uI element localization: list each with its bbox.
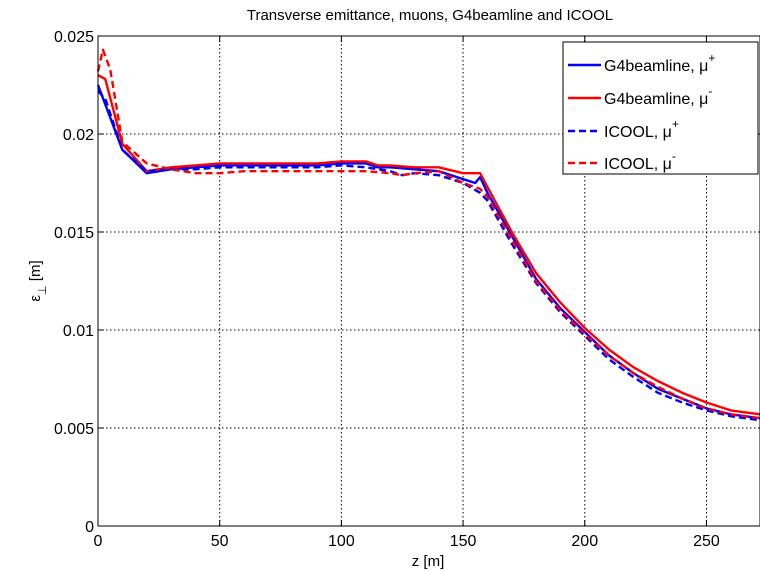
legend-label-2: G4beamline, μ- — [604, 84, 712, 108]
legend-label-1: G4beamline, μ+ — [604, 51, 715, 75]
x-tick-label: 50 — [211, 533, 229, 550]
y-tick-label: 0.025 — [54, 29, 94, 46]
x-tick-labels: 0 50 100 150 200 250 — [94, 533, 720, 550]
x-axis-label: z [m] — [412, 553, 445, 570]
y-axis-label-subscript: ⊥ — [37, 285, 49, 295]
series-line-2 — [97, 74, 760, 416]
x-tick-label: 150 — [450, 533, 477, 550]
x-tick-label: 0 — [94, 533, 103, 550]
y-tick-labels: 0 0.005 0.01 0.015 0.02 0.025 — [54, 29, 94, 536]
x-tick-label: 250 — [693, 533, 720, 550]
y-axis-label: ε⊥ [m] — [27, 260, 49, 301]
y-tick-label: 0.005 — [54, 421, 94, 438]
axis-ticks — [97, 35, 707, 527]
y-axis-label-unit: [m] — [27, 260, 44, 285]
series-line-4 — [96, 48, 760, 420]
grid-lines — [98, 36, 760, 526]
x-tick-label: 100 — [328, 533, 355, 550]
y-axis-label-symbol: ε — [27, 295, 44, 302]
legend-label-4: ICOOL, μ- — [604, 149, 676, 173]
series-lines — [96, 48, 760, 422]
x-tick-label: 200 — [571, 533, 598, 550]
legend-label-3: ICOOL, μ+ — [604, 117, 679, 141]
y-tick-label: 0.01 — [63, 323, 94, 340]
chart-title: Transverse emittance, muons, G4beamline … — [247, 7, 613, 24]
y-tick-label: 0.015 — [54, 225, 94, 242]
y-tick-label: 0.02 — [63, 127, 94, 144]
legend: G4beamline, μ+ G4beamline, μ- ICOOL, μ+ ICO… — [562, 41, 759, 175]
y-tick-label: 0 — [85, 519, 94, 536]
plot-area-frame — [97, 35, 760, 527]
